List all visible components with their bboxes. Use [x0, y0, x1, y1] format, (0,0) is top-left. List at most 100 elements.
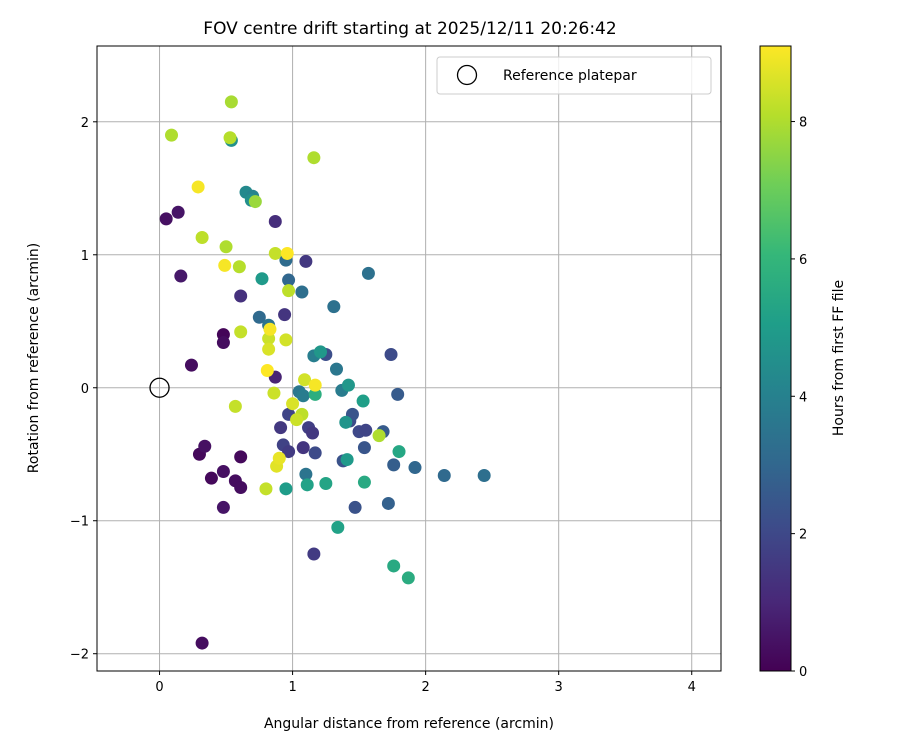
data-point	[361, 266, 375, 280]
data-point	[268, 215, 282, 229]
x-tick-label: 2	[421, 680, 429, 695]
data-point	[327, 300, 341, 314]
data-point	[279, 482, 293, 496]
data-point	[224, 95, 238, 109]
data-point	[218, 258, 232, 272]
data-point	[308, 446, 322, 460]
data-point	[204, 471, 218, 485]
data-point	[198, 439, 212, 453]
data-point	[274, 421, 288, 435]
legend-box	[436, 56, 712, 95]
y-tick-label: 0	[81, 382, 89, 397]
data-point	[387, 559, 401, 573]
data-point	[286, 397, 300, 411]
colorbar-tick-label: 6	[799, 253, 807, 268]
reference-layer	[149, 377, 170, 398]
data-point	[314, 345, 328, 359]
data-point	[299, 467, 313, 481]
data-point	[282, 273, 296, 287]
x-tick-label: 4	[688, 680, 696, 695]
data-point	[437, 469, 451, 483]
data-point	[372, 429, 386, 443]
data-point	[260, 363, 274, 377]
data-point	[308, 378, 322, 392]
x-tick-label: 3	[555, 680, 563, 695]
data-point	[357, 441, 371, 455]
data-point	[340, 453, 354, 467]
data-point	[348, 500, 362, 514]
colorbar-tick-label: 0	[799, 665, 807, 680]
colorbar-label: Hours from first FF file	[831, 280, 847, 436]
data-point	[171, 205, 185, 219]
data-point	[477, 469, 491, 483]
data-point	[331, 520, 345, 534]
grid	[97, 46, 721, 671]
data-point	[248, 195, 262, 209]
data-point	[174, 269, 188, 283]
data-point	[234, 325, 248, 339]
data-point	[381, 496, 395, 510]
data-point	[357, 475, 371, 489]
data-point	[262, 342, 276, 356]
legend-entry-reference: Reference platepar	[503, 68, 637, 84]
data-point	[255, 272, 269, 286]
legend-marker	[456, 64, 478, 86]
y-axis-title: Rotation from reference (arcmin)	[26, 243, 42, 473]
x-tick-label: 1	[288, 680, 296, 695]
data-point	[300, 478, 314, 492]
data-point	[234, 480, 248, 494]
data-point	[165, 128, 179, 142]
data-point	[391, 387, 405, 401]
x-axis-title: Angular distance from reference (arcmin)	[264, 716, 554, 732]
data-point	[359, 423, 373, 437]
data-point	[296, 389, 310, 403]
data-point	[191, 180, 205, 194]
data-point	[307, 547, 321, 561]
data-point	[306, 426, 320, 440]
y-tick-label: −2	[70, 648, 89, 663]
colorbar-tick-label: 4	[799, 390, 807, 405]
data-point	[195, 230, 209, 244]
data-point	[387, 458, 401, 472]
data-point	[392, 445, 406, 459]
data-point	[216, 465, 230, 479]
data-point	[384, 348, 398, 362]
data-point	[329, 362, 343, 376]
data-point	[268, 246, 282, 260]
data-point	[272, 451, 286, 465]
data-point	[216, 336, 230, 350]
data-point	[232, 260, 246, 274]
x-tick-label: 0	[155, 680, 163, 695]
data-point	[339, 415, 353, 429]
scatter-points	[159, 95, 491, 650]
data-point	[234, 450, 248, 464]
data-point	[282, 284, 296, 298]
colorbar-tick-label: 8	[799, 116, 807, 131]
data-point	[295, 285, 309, 299]
data-point	[282, 445, 296, 459]
chart-title: FOV centre drift starting at 2025/12/11 …	[203, 19, 616, 39]
data-point	[298, 373, 312, 387]
data-point	[280, 246, 294, 260]
data-point	[219, 240, 233, 254]
colorbar-ticks: 0 2 4 6 8	[791, 116, 807, 680]
legend: Reference platepar	[436, 56, 712, 95]
data-point	[279, 333, 293, 347]
data-point	[319, 477, 333, 490]
data-point	[259, 482, 273, 496]
data-point	[341, 378, 355, 392]
data-point	[195, 636, 209, 650]
data-point	[299, 254, 313, 268]
colorbar	[759, 45, 792, 672]
y-tick-label: 1	[81, 249, 89, 264]
data-point	[159, 212, 173, 226]
data-point	[228, 399, 242, 413]
data-point	[290, 413, 304, 427]
data-point	[184, 358, 198, 372]
colorbar-tick-label: 2	[799, 528, 807, 543]
data-point	[401, 571, 415, 585]
data-point	[307, 151, 321, 165]
data-point	[408, 461, 422, 475]
y-tick-label: −1	[70, 515, 89, 530]
